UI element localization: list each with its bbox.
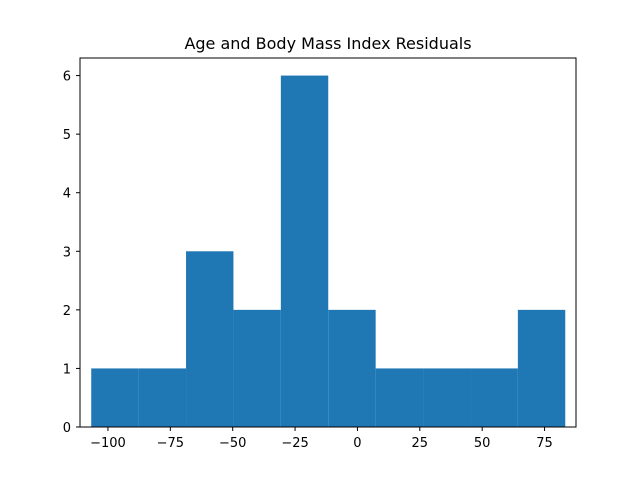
- y-tick-label: 4: [63, 187, 71, 202]
- bars-layer: [91, 75, 566, 428]
- y-tick-label: 1: [63, 362, 71, 377]
- y-tick-label: 5: [63, 128, 71, 143]
- x-tick-label: 0: [353, 436, 361, 451]
- histogram-bar-2: [138, 368, 187, 427]
- y-tick-label: 6: [63, 70, 71, 85]
- plot-frame: [79, 57, 577, 428]
- x-tick-label: 75: [536, 436, 553, 451]
- x-tick-label: −25: [281, 436, 308, 451]
- x-tick-label: 50: [474, 436, 491, 451]
- histogram-bar-1: [91, 368, 139, 427]
- x-tick-label: −75: [157, 436, 184, 451]
- histogram-bar-3: [186, 251, 234, 427]
- chart-title: Age and Body Mass Index Residuals: [184, 34, 471, 53]
- y-tick-label: 0: [63, 421, 71, 436]
- histogram-bar-6: [328, 309, 376, 427]
- histogram-bar-5: [280, 75, 329, 428]
- histogram-bar-4: [233, 309, 281, 427]
- histogram-bar-9: [470, 368, 518, 427]
- histogram-bar-8: [423, 368, 471, 427]
- axes-layer: −100 −75 −50 −25 0 25 50 75 0 1 2 3 4 5 6: [63, 57, 577, 451]
- x-tick-label: 25: [412, 436, 429, 451]
- x-tick-label: −100: [90, 436, 126, 451]
- histogram-bar-7: [375, 368, 424, 427]
- histogram-bar-10: [517, 309, 566, 427]
- y-tick-label: 2: [63, 304, 71, 319]
- y-tick-label: 3: [63, 245, 71, 260]
- x-tick-label: −50: [219, 436, 246, 451]
